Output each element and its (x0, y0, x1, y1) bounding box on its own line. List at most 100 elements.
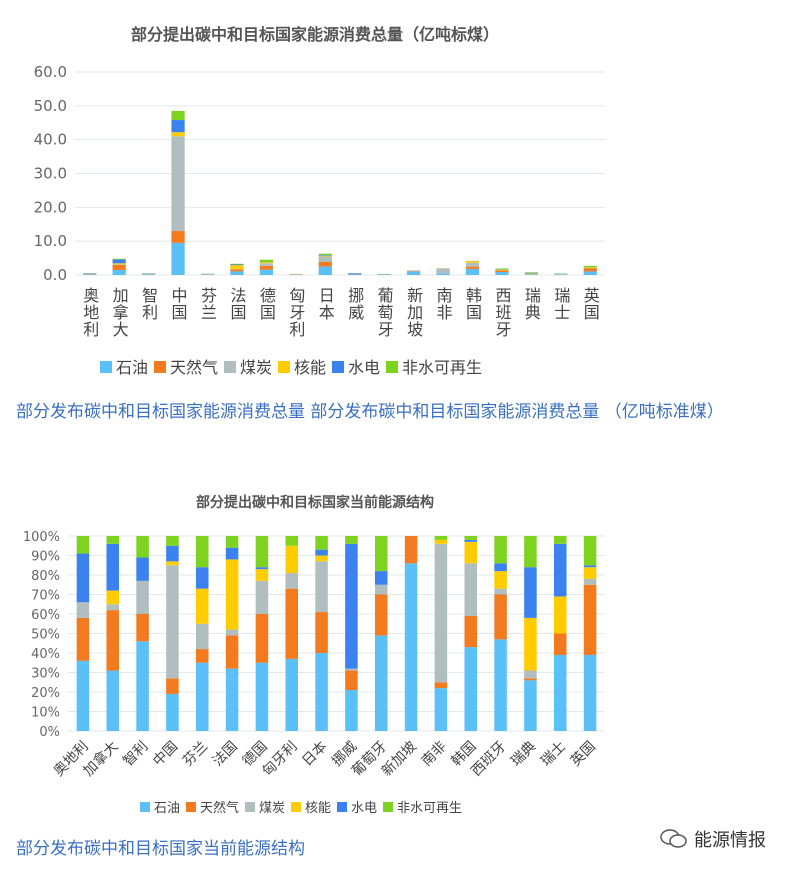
watermark-text: 能源情报 (694, 830, 766, 851)
bar-segment (406, 270, 421, 272)
bar-segment (524, 670, 537, 679)
bar-segment (494, 571, 507, 589)
x-tick-label: 南非 (419, 739, 450, 770)
y-tick-label: 80% (31, 569, 60, 584)
bar-segment (583, 565, 597, 568)
bar-segment (318, 256, 332, 263)
bar-segment (583, 584, 597, 655)
bar-segment (345, 690, 358, 731)
bar-segment (285, 588, 299, 659)
bar-segment (553, 596, 567, 634)
bar-segment (225, 668, 239, 731)
x-tick-label: 挪威 (345, 287, 364, 321)
bar-segment (495, 268, 509, 270)
bar-segment (524, 273, 539, 275)
x-tick-label: 韩国 (463, 287, 482, 321)
bar-segment (583, 567, 597, 579)
legend-swatch (100, 361, 112, 373)
bar-segment (583, 267, 597, 268)
bar-segment (318, 255, 332, 256)
legend-swatch (383, 802, 393, 812)
bar-segment (318, 255, 332, 257)
x-tick-label: 瑞典 (508, 739, 539, 770)
x-tick-label: 瑞典 (522, 287, 541, 321)
chart-title: 部分提出碳中和目标国家当前能源结构 (196, 494, 434, 511)
bar-segment (255, 567, 269, 570)
y-tick-label: 50% (31, 628, 60, 643)
x-tick-label: 智利 (120, 739, 151, 770)
legend-swatch (291, 802, 301, 812)
bar-segment (195, 623, 209, 650)
bar-segment (434, 536, 448, 540)
y-tick-label: 30% (31, 667, 60, 682)
x-tick-label: 芬兰 (180, 739, 211, 770)
bar-segment (230, 265, 244, 270)
bar-segment (112, 259, 126, 264)
legend-label: 水电 (351, 801, 377, 816)
bar-segment (345, 668, 358, 671)
bar-segment (171, 110, 185, 121)
x-tick-label: 日本 (299, 739, 330, 770)
bar-segment (315, 555, 328, 562)
y-tick-label: 60% (31, 608, 60, 623)
bar-segment (225, 536, 239, 548)
bar-segment (464, 647, 478, 731)
y-tick-label: 0% (39, 725, 60, 740)
x-tick-label: 智利 (139, 287, 158, 321)
legend-label: 煤炭 (240, 358, 272, 377)
bar-segment (259, 262, 274, 264)
x-tick-label: 奥地利 (80, 287, 99, 338)
bar-segment (255, 536, 269, 568)
bar-segment (345, 536, 358, 544)
bar-segment (285, 658, 299, 731)
x-tick-label: 中国 (169, 287, 188, 321)
bar-segment (136, 614, 149, 642)
legend-label: 天然气 (200, 800, 239, 816)
legend-swatch (186, 802, 196, 812)
y-tick-label: 50.0 (34, 97, 67, 115)
bar-segment (76, 536, 90, 554)
bar-segment (166, 693, 179, 731)
bar-segment (255, 662, 269, 731)
bar-segment (495, 270, 509, 272)
bar-segment (255, 580, 269, 614)
bar-segment (259, 263, 274, 266)
bar-segment (318, 262, 332, 267)
bar-segment (524, 680, 537, 731)
legend-swatch (140, 802, 150, 812)
bar-segment (436, 268, 450, 274)
bar-segment (195, 662, 209, 731)
bar-segment (106, 604, 120, 611)
bar-segment (374, 594, 388, 636)
x-tick-label: 瑞士 (538, 739, 569, 770)
bar-segment (112, 263, 126, 265)
bar-segment (553, 633, 567, 655)
x-tick-label: 西班牙 (468, 739, 509, 780)
bar-segment (348, 273, 362, 275)
y-tick-label: 60.0 (34, 63, 67, 81)
bar-segment (583, 654, 597, 731)
bar-segment (494, 536, 507, 564)
x-tick-label: 日本 (316, 287, 335, 321)
x-tick-label: 匈牙利 (286, 287, 305, 338)
x-tick-label: 法国 (227, 287, 246, 321)
legend-swatch (386, 361, 398, 373)
bar-segment (166, 565, 179, 679)
legend-label: 核能 (305, 801, 331, 816)
y-tick-label: 40.0 (34, 131, 67, 149)
bar-segment (464, 615, 478, 648)
legend-label: 煤炭 (259, 801, 285, 816)
bar-segment (83, 274, 97, 275)
energy-consumption-chart: 部分提出碳中和目标国家能源消费总量（亿吨标煤） 0.0 10.0 20.0 30.0 40… (34, 25, 605, 377)
bar-segment (225, 635, 239, 669)
bar-segment (318, 253, 332, 256)
bar-segment (230, 269, 244, 272)
bar-segment (76, 617, 90, 661)
y-tick-label: 40% (31, 647, 60, 662)
bar-segment (524, 617, 537, 671)
bar-segment (195, 649, 209, 663)
legend-label: 石油 (154, 801, 180, 816)
bar-segment (285, 573, 299, 589)
bar-segment (494, 588, 507, 595)
bar-segment (374, 571, 388, 585)
